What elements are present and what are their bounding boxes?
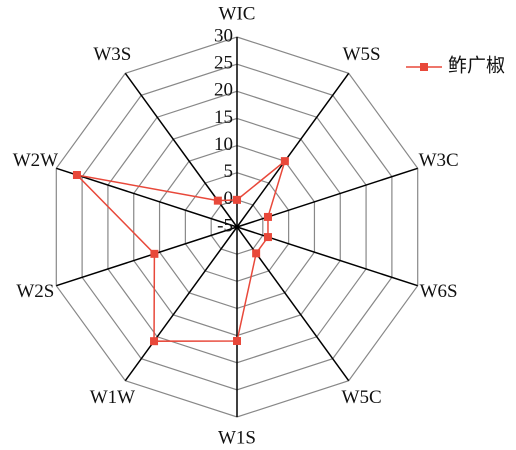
legend-label: 鲊广椒 [448,54,505,76]
axis-label: W3S [93,44,131,65]
tick-label: 30 [214,25,233,46]
tick-label: 20 [214,80,233,101]
marker [263,233,272,242]
tick-label: 15 [214,107,233,128]
tick-label: 10 [214,134,233,155]
marker [213,196,222,205]
spoke [56,226,238,287]
spoke [236,72,350,228]
tick-label: 25 [214,53,233,74]
marker [72,170,81,179]
marker [150,337,159,346]
axis-label: W5S [343,44,381,65]
tick-label: 0 [224,188,234,209]
axis-label: W5C [342,387,382,408]
axis-label: W1S [218,427,256,445]
marker [252,249,261,258]
tick-label: -5 [217,215,233,236]
marker [263,212,272,221]
axis-label: WIC [219,3,256,24]
legend-marker [420,63,428,71]
marker [150,249,159,258]
spoke [56,167,238,228]
axis-label: W6S [420,281,458,302]
spoke [124,226,238,382]
marker [233,195,241,204]
axis-label: W1W [90,387,135,408]
axis-label: W2S [16,281,54,302]
axis-label: W2W [13,150,58,171]
marker [280,157,289,166]
axis-label: W3C [419,150,459,171]
tick-label: 5 [224,161,234,182]
marker [233,337,241,345]
